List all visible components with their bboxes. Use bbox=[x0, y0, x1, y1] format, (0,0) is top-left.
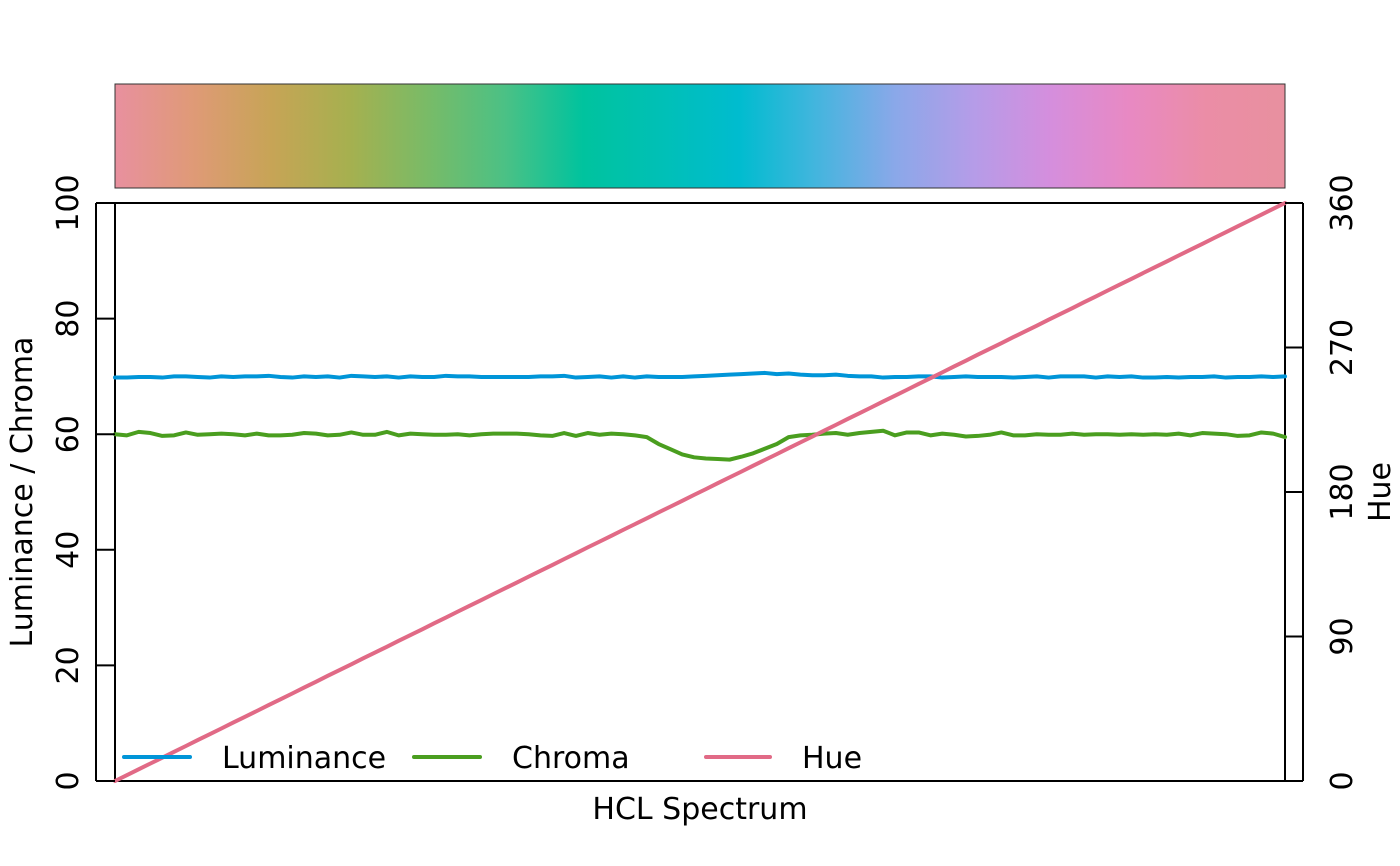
spectrum-bar-group bbox=[114, 83, 1286, 189]
right-y-tick-label: 90 bbox=[1325, 617, 1360, 655]
left-y-tick-label: 60 bbox=[51, 415, 86, 453]
legend-label: Chroma bbox=[512, 741, 630, 776]
series-line-luminance bbox=[113, 370, 1287, 380]
legend-label: Luminance bbox=[222, 741, 386, 776]
right-y-axis: 0 90 180 270 360 bbox=[1285, 174, 1360, 791]
left-y-axis-title: Luminance / Chroma bbox=[5, 337, 40, 648]
left-y-tick-label: 40 bbox=[51, 531, 86, 569]
left-y-tick-label: 20 bbox=[51, 646, 86, 684]
left-y-axis: 0 20 40 60 80 100 bbox=[51, 174, 115, 791]
legend-label: Hue bbox=[802, 741, 862, 776]
legend: Luminance Chroma Hue bbox=[122, 741, 862, 776]
right-y-tick-label: 270 bbox=[1325, 319, 1360, 376]
series-line-chroma bbox=[113, 428, 1287, 462]
spectrum-color-bar bbox=[114, 83, 1286, 189]
right-y-tick-label: 360 bbox=[1325, 174, 1360, 231]
left-y-tick-label: 80 bbox=[51, 300, 86, 338]
right-y-tick-label: 0 bbox=[1325, 771, 1360, 790]
series-layer bbox=[113, 201, 1287, 783]
legend-item-hue: Hue bbox=[704, 741, 862, 776]
series-line-hue bbox=[113, 201, 1287, 783]
legend-item-chroma: Chroma bbox=[412, 741, 630, 776]
plot-area bbox=[113, 201, 1287, 783]
right-y-tick-label: 180 bbox=[1325, 463, 1360, 520]
right-y-axis-title: Hue bbox=[1363, 462, 1398, 522]
left-y-tick-label: 0 bbox=[51, 771, 86, 790]
x-axis-title: HCL Spectrum bbox=[592, 792, 807, 827]
left-y-tick-label: 100 bbox=[51, 174, 86, 231]
legend-item-luminance: Luminance bbox=[122, 741, 386, 776]
